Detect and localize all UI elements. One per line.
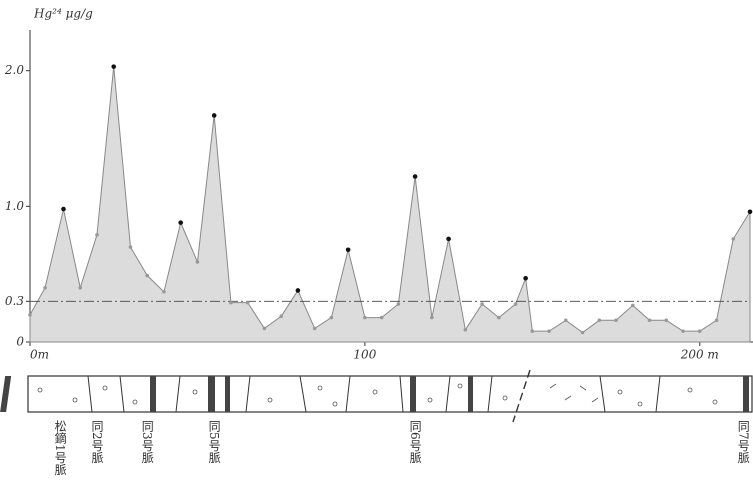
data-point <box>430 316 434 320</box>
data-point <box>547 329 551 333</box>
data-point <box>581 331 585 335</box>
x-tick-label: 100 <box>353 348 376 362</box>
data-point <box>397 302 401 306</box>
data-point <box>129 245 133 249</box>
data-point <box>531 329 535 333</box>
data-point <box>279 314 283 318</box>
data-point <box>715 318 719 322</box>
data-point <box>95 233 99 237</box>
data-point <box>464 328 468 332</box>
y-tick-label: 0 <box>16 335 24 349</box>
vein-label: 同6号脈 <box>408 420 422 464</box>
data-point <box>614 318 618 322</box>
data-point <box>346 247 351 252</box>
x-tick-label: 0m <box>30 348 49 362</box>
data-point <box>145 274 149 278</box>
data-point <box>61 207 66 212</box>
data-point <box>514 302 518 306</box>
y-tick-label: 1.0 <box>5 199 24 213</box>
vein-label: 同3号脈 <box>140 420 154 464</box>
data-point <box>564 318 568 322</box>
data-point <box>111 64 116 69</box>
y-tick-label: 2.0 <box>4 63 24 77</box>
data-point <box>212 113 217 118</box>
data-point <box>446 237 451 242</box>
data-point <box>523 276 528 281</box>
data-point <box>229 301 233 305</box>
data-point <box>631 304 635 308</box>
data-point <box>263 327 267 331</box>
data-point <box>480 302 484 306</box>
data-point <box>178 220 183 225</box>
data-point <box>664 318 668 322</box>
x-tick-label: 200 m <box>680 348 719 362</box>
data-point <box>413 174 418 179</box>
data-point <box>162 290 166 294</box>
data-point <box>598 318 602 322</box>
vein-label: 松鏑1号脈 <box>53 420 67 477</box>
data-point <box>748 209 753 214</box>
y-tick-label: 0.3 <box>5 294 24 308</box>
data-point <box>313 327 317 331</box>
data-point <box>296 288 301 293</box>
data-point <box>731 237 735 241</box>
data-point <box>363 316 367 320</box>
data-point <box>246 301 250 305</box>
vein-label: 同2号脈 <box>90 420 104 464</box>
y-axis-label: Hg²⁴ μg/g <box>33 7 93 21</box>
chart: Hg²⁴ μg/g <box>0 0 753 490</box>
data-point <box>380 316 384 320</box>
data-point <box>43 286 47 290</box>
vein-label: 同7号脈 <box>736 420 750 464</box>
data-point <box>698 329 702 333</box>
data-point <box>648 318 652 322</box>
area <box>30 67 750 342</box>
data-point <box>497 316 501 320</box>
data-point <box>681 329 685 333</box>
data-point <box>78 286 82 290</box>
data-point <box>196 260 200 264</box>
data-point <box>28 313 32 317</box>
data-point <box>330 316 334 320</box>
geologic-strip <box>0 370 752 422</box>
vein-label: 同5号脈 <box>207 420 221 464</box>
